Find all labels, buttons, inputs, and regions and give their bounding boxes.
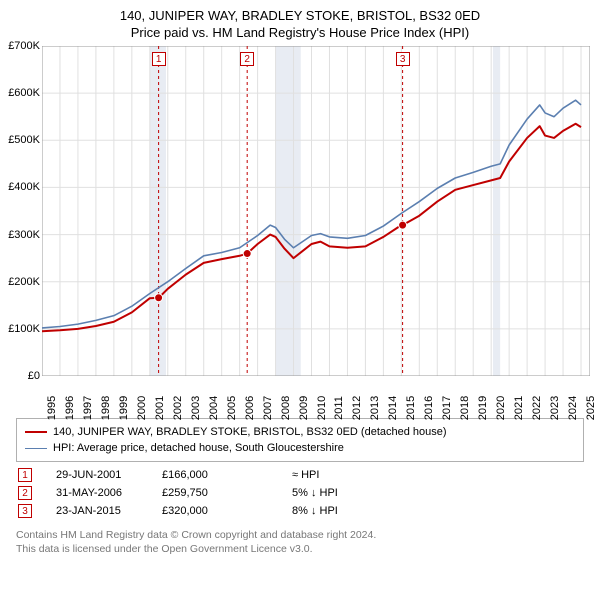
x-tick-label: 2021 xyxy=(513,396,525,420)
y-tick-label: £100K xyxy=(0,323,40,335)
x-tick-label: 1999 xyxy=(118,396,130,420)
event-relative: ≈ HPI xyxy=(292,469,319,481)
x-tick-label: 2012 xyxy=(351,396,363,420)
event-relative: 8% ↓ HPI xyxy=(292,505,338,517)
x-tick-label: 2023 xyxy=(549,396,561,420)
x-tick-label: 2011 xyxy=(333,396,345,420)
event-price: £259,750 xyxy=(162,487,292,499)
y-tick-label: £600K xyxy=(0,87,40,99)
x-tick-label: 2015 xyxy=(405,396,417,420)
x-tick-label: 2025 xyxy=(585,396,597,420)
legend-item-property: 140, JUNIPER WAY, BRADLEY STOKE, BRISTOL… xyxy=(25,424,575,440)
x-tick-label: 2019 xyxy=(477,396,489,420)
x-tick-label: 2018 xyxy=(459,396,471,420)
table-row: 1 29-JUN-2001 £166,000 ≈ HPI xyxy=(16,466,584,484)
x-tick-label: 1998 xyxy=(100,396,112,420)
attribution-footer: Contains HM Land Registry data © Crown c… xyxy=(16,528,584,556)
x-tick-label: 2002 xyxy=(172,396,184,420)
x-tick-label: 2010 xyxy=(316,396,328,420)
y-tick-label: £0 xyxy=(0,370,40,382)
legend-label: 140, JUNIPER WAY, BRADLEY STOKE, BRISTOL… xyxy=(53,424,447,440)
table-row: 3 23-JAN-2015 £320,000 8% ↓ HPI xyxy=(16,502,584,520)
y-tick-label: £300K xyxy=(0,229,40,241)
legend: 140, JUNIPER WAY, BRADLEY STOKE, BRISTOL… xyxy=(16,418,584,462)
x-tick-label: 2004 xyxy=(208,396,220,420)
x-tick-label: 2024 xyxy=(567,396,579,420)
legend-label: HPI: Average price, detached house, Sout… xyxy=(53,440,344,456)
footer-line: Contains HM Land Registry data © Crown c… xyxy=(16,528,584,542)
x-tick-label: 2005 xyxy=(226,396,238,420)
chart-event-marker: 2 xyxy=(240,52,254,66)
x-tick-label: 2013 xyxy=(369,396,381,420)
legend-swatch xyxy=(25,431,47,433)
chart-event-marker: 1 xyxy=(152,52,166,66)
footer-line: This data is licensed under the Open Gov… xyxy=(16,542,584,556)
x-tick-label: 2001 xyxy=(154,396,166,420)
x-tick-label: 2017 xyxy=(441,396,453,420)
event-date: 31-MAY-2006 xyxy=(32,487,162,499)
x-tick-label: 2003 xyxy=(190,396,202,420)
price-chart: £0£100K£200K£300K£400K£500K£600K£700K 12… xyxy=(42,46,590,376)
event-date: 23-JAN-2015 xyxy=(32,505,162,517)
chart-event-marker: 3 xyxy=(396,52,410,66)
legend-item-hpi: HPI: Average price, detached house, Sout… xyxy=(25,440,575,456)
x-tick-label: 2007 xyxy=(262,396,274,420)
table-row: 2 31-MAY-2006 £259,750 5% ↓ HPI xyxy=(16,484,584,502)
legend-swatch xyxy=(25,448,47,449)
x-tick-label: 2006 xyxy=(244,396,256,420)
x-tick-label: 1997 xyxy=(82,396,94,420)
y-tick-label: £400K xyxy=(0,181,40,193)
x-tick-label: 1995 xyxy=(46,396,58,420)
x-tick-label: 2009 xyxy=(298,396,310,420)
x-tick-label: 2008 xyxy=(280,396,292,420)
x-tick-label: 2022 xyxy=(531,396,543,420)
x-tick-label: 2000 xyxy=(136,396,148,420)
page-title: 140, JUNIPER WAY, BRADLEY STOKE, BRISTOL… xyxy=(0,0,600,23)
event-relative: 5% ↓ HPI xyxy=(292,487,338,499)
x-axis-labels: 1995199619971998199920002001200220032004… xyxy=(42,376,590,412)
sale-events-table: 1 29-JUN-2001 £166,000 ≈ HPI 2 31-MAY-20… xyxy=(16,466,584,520)
x-tick-label: 2016 xyxy=(423,396,435,420)
event-marker: 2 xyxy=(18,486,32,500)
page-subtitle: Price paid vs. HM Land Registry's House … xyxy=(0,23,600,46)
event-date: 29-JUN-2001 xyxy=(32,469,162,481)
y-tick-label: £500K xyxy=(0,134,40,146)
chart-svg xyxy=(42,46,590,376)
event-marker: 3 xyxy=(18,504,32,518)
x-tick-label: 1996 xyxy=(64,396,76,420)
y-tick-label: £200K xyxy=(0,276,40,288)
x-tick-label: 2014 xyxy=(387,396,399,420)
event-price: £166,000 xyxy=(162,469,292,481)
x-tick-label: 2020 xyxy=(495,396,507,420)
event-price: £320,000 xyxy=(162,505,292,517)
event-marker: 1 xyxy=(18,468,32,482)
y-tick-label: £700K xyxy=(0,40,40,52)
